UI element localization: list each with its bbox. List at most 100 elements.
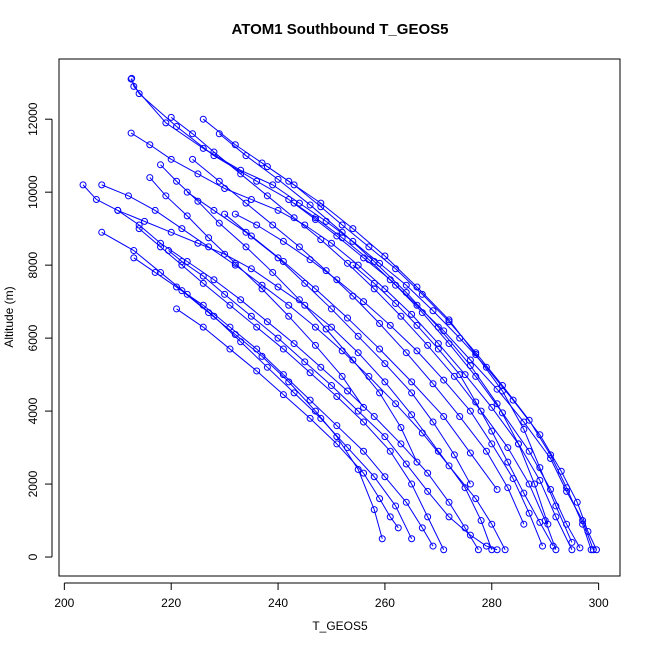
- series-segment: [491, 407, 519, 445]
- series-segment: [400, 315, 429, 346]
- series-segment: [176, 308, 204, 328]
- series: [165, 247, 501, 554]
- data-point: [178, 287, 186, 295]
- data-point: [183, 212, 191, 220]
- series-segment: [363, 472, 380, 499]
- data-point: [576, 544, 584, 552]
- data-point: [306, 414, 314, 422]
- data-point: [199, 115, 207, 123]
- series-segment: [181, 264, 204, 284]
- data-point: [402, 349, 410, 357]
- series: [130, 254, 386, 543]
- series-segment: [341, 237, 370, 261]
- data-point: [221, 210, 229, 218]
- data-point: [242, 228, 250, 236]
- data-point: [418, 309, 426, 317]
- series-segment: [277, 337, 306, 363]
- series-segment: [336, 279, 364, 303]
- series-segment: [405, 502, 423, 529]
- y-tick-label: 0: [26, 553, 40, 560]
- data-point: [525, 416, 533, 424]
- series-segment: [416, 286, 450, 321]
- series-segment: [261, 355, 290, 383]
- data-point: [493, 546, 501, 554]
- series-segment: [224, 188, 252, 200]
- data-point: [247, 195, 255, 203]
- data-point: [440, 413, 448, 421]
- data-point: [370, 285, 378, 293]
- series-segment: [384, 436, 407, 465]
- series-segment: [293, 202, 316, 219]
- data-point: [140, 217, 148, 225]
- data-point: [592, 546, 600, 554]
- data-point: [354, 349, 362, 357]
- series-segment: [523, 421, 551, 459]
- data-point: [488, 403, 496, 411]
- data-point: [135, 221, 143, 229]
- series-segment: [357, 410, 386, 437]
- data-point: [360, 469, 368, 477]
- series-segment: [277, 179, 311, 206]
- series-segment: [373, 288, 402, 317]
- series-segment: [170, 116, 193, 135]
- data-point: [183, 257, 191, 265]
- series-segment: [352, 228, 386, 257]
- data-point: [424, 469, 432, 477]
- series-segment: [309, 204, 343, 233]
- data-point: [226, 345, 234, 353]
- series-segment: [309, 418, 338, 445]
- data-point: [221, 290, 229, 298]
- series-segment: [469, 365, 498, 405]
- data-point: [360, 298, 368, 306]
- data-point: [194, 239, 202, 247]
- data-point: [205, 309, 213, 317]
- data-point: [183, 188, 191, 196]
- data-point: [413, 321, 421, 329]
- series: [135, 225, 448, 554]
- data-point: [194, 197, 202, 205]
- series: [189, 155, 528, 528]
- series-segment: [443, 379, 471, 412]
- data-point: [124, 192, 132, 200]
- series: [98, 181, 509, 554]
- series-segment: [411, 392, 434, 423]
- series-segment: [566, 523, 581, 549]
- data-point: [474, 546, 482, 554]
- data-point: [338, 372, 346, 380]
- series-segment: [176, 180, 199, 202]
- series-segment: [213, 151, 241, 175]
- data-point: [386, 513, 394, 521]
- series-segment: [149, 177, 167, 197]
- data-point: [461, 484, 469, 492]
- series: [127, 75, 597, 554]
- series-segment: [475, 498, 493, 525]
- series-segment: [320, 206, 343, 226]
- data-point: [466, 407, 474, 415]
- plot-area: [79, 74, 600, 554]
- x-tick-label: 280: [482, 596, 502, 610]
- data-point: [333, 433, 341, 441]
- data-point: [429, 380, 437, 388]
- series-segment: [411, 314, 439, 344]
- series-segment: [544, 520, 557, 550]
- data-point: [482, 447, 490, 455]
- data-point: [173, 283, 181, 291]
- series-segment: [202, 326, 231, 350]
- series-segment: [331, 242, 359, 266]
- series-segment: [267, 321, 295, 344]
- data-point: [402, 281, 410, 289]
- series: [127, 129, 576, 554]
- data-point: [472, 398, 480, 406]
- series-segment: [347, 447, 375, 478]
- data-point: [429, 542, 437, 550]
- data-point: [378, 535, 386, 543]
- data-point: [477, 517, 485, 525]
- series-segment: [539, 467, 557, 507]
- series-segment: [160, 246, 183, 266]
- series-segment: [130, 78, 140, 94]
- data-point: [279, 345, 287, 353]
- data-point: [98, 181, 106, 189]
- data-point: [92, 195, 100, 203]
- data-point: [488, 546, 496, 554]
- data-point: [338, 228, 346, 236]
